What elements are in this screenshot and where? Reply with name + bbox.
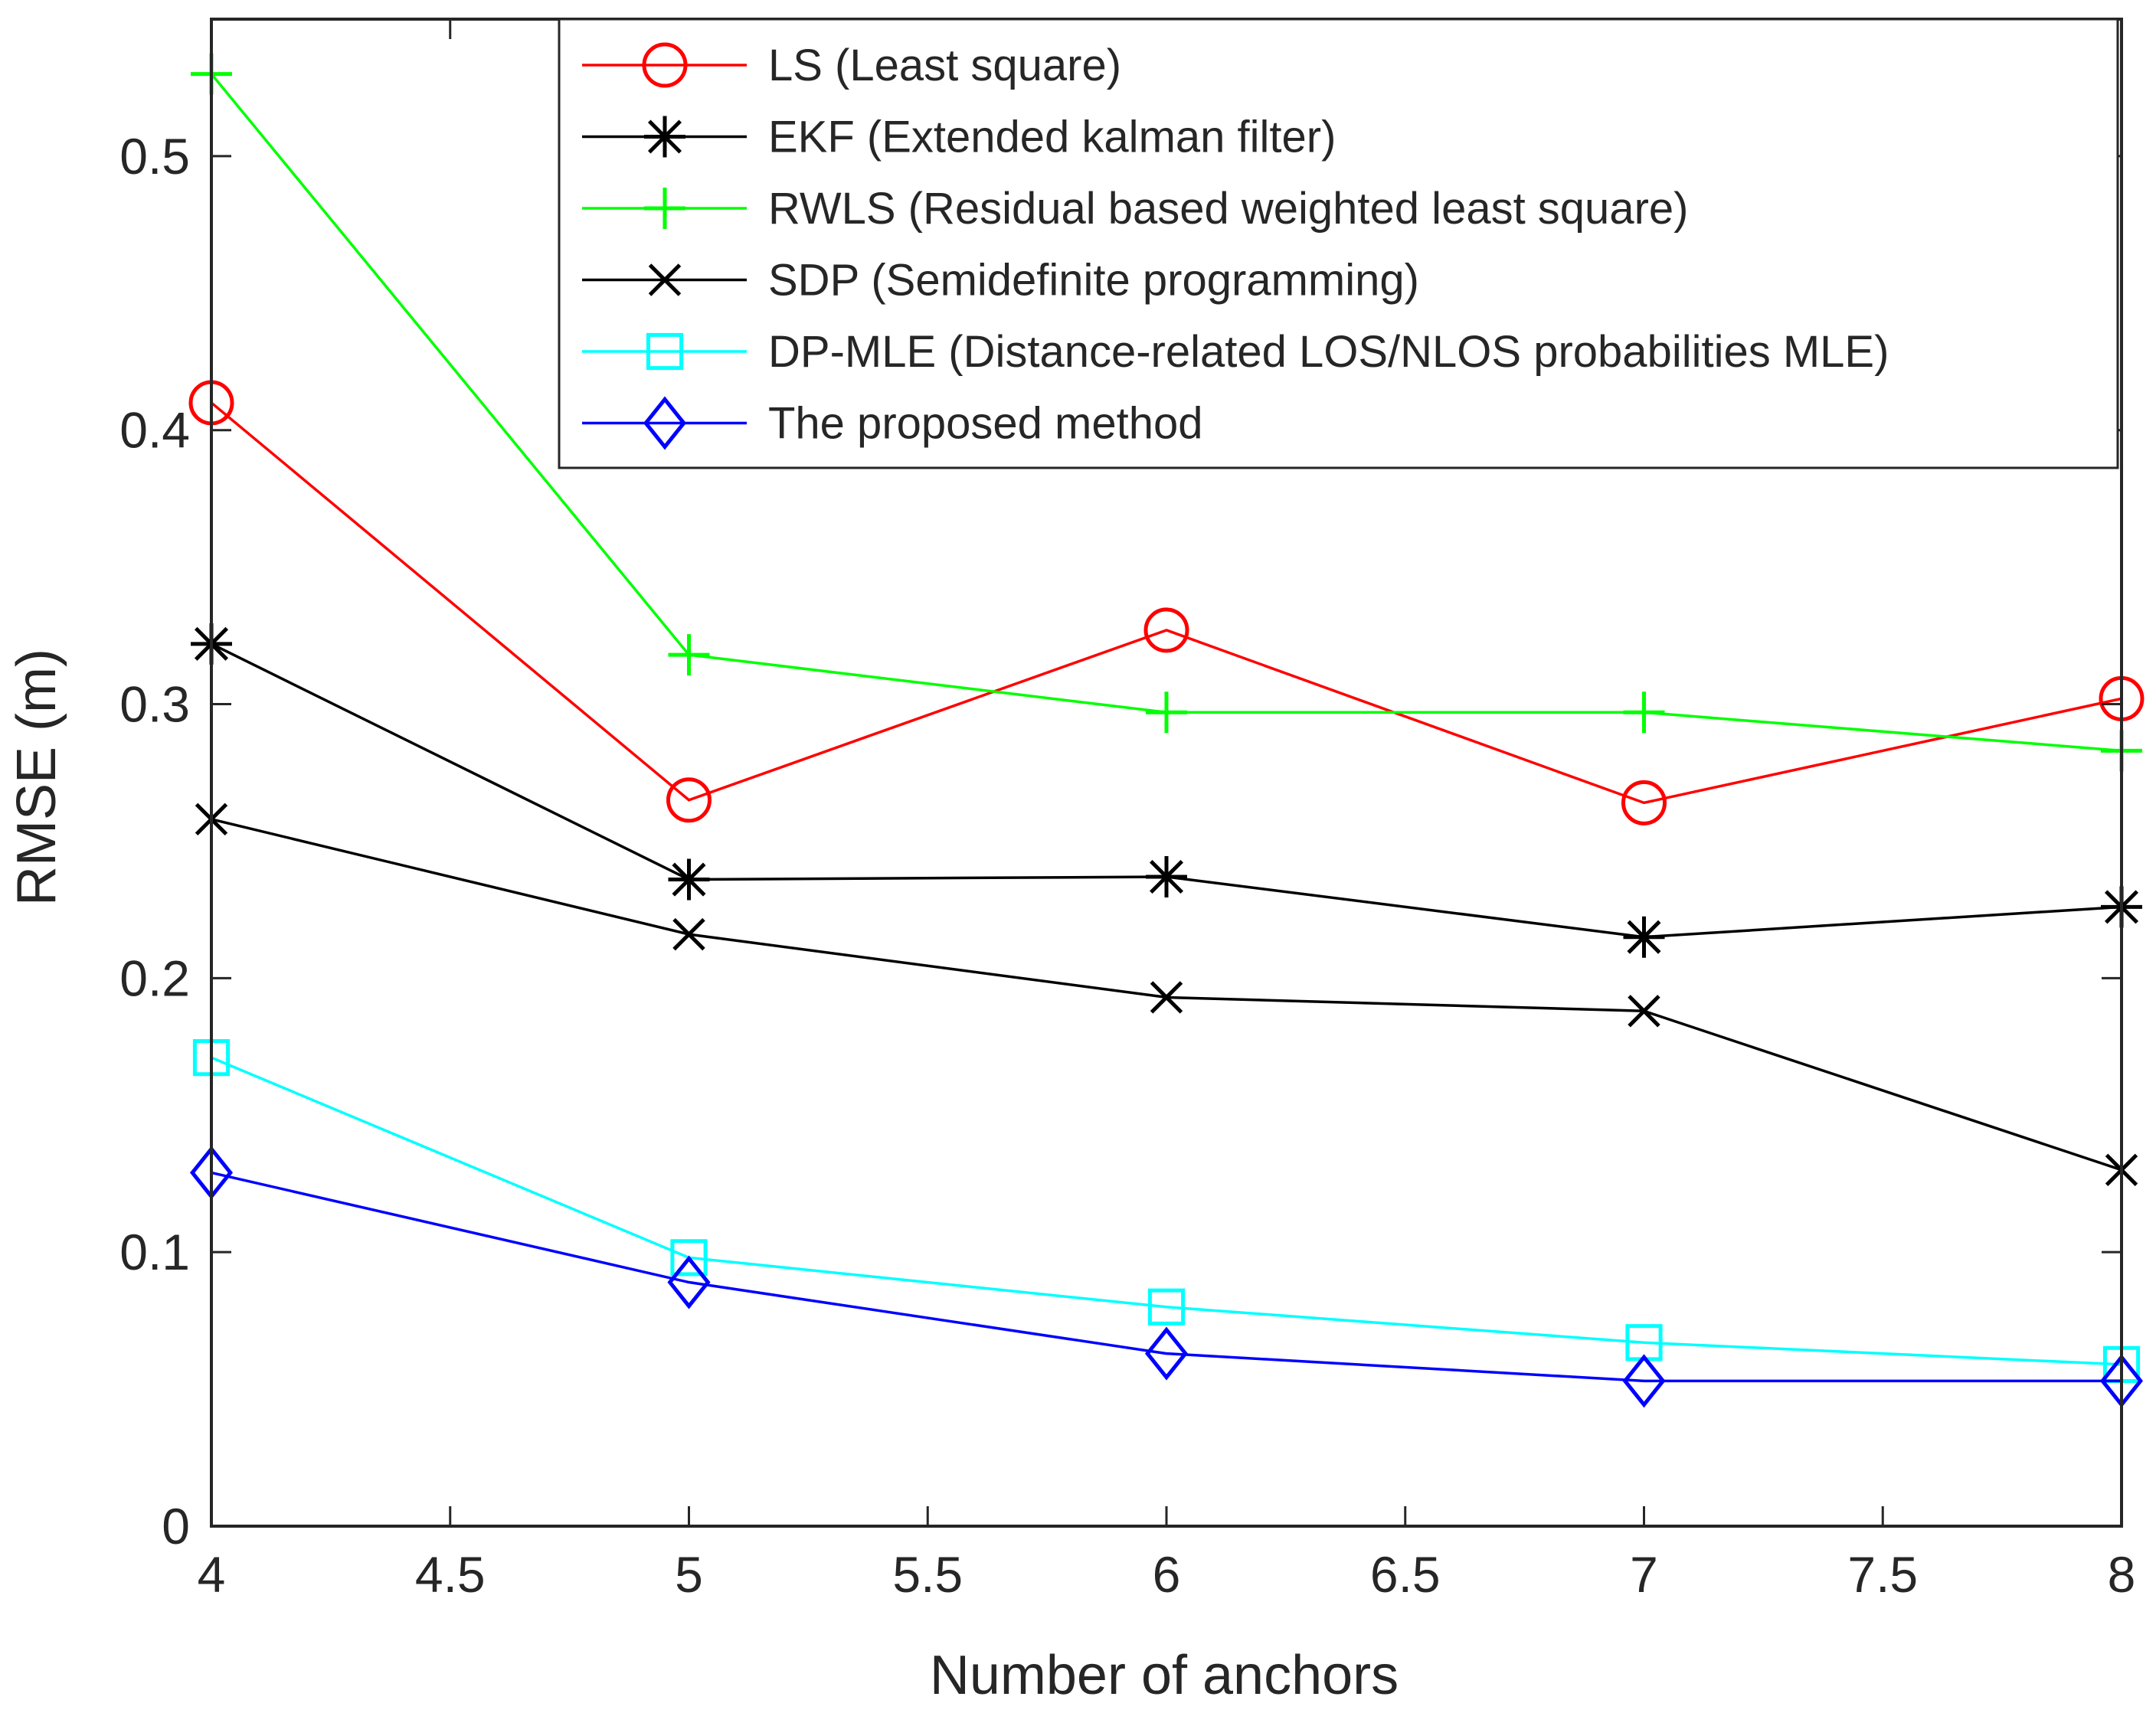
x-axis-label: Number of anchors [930,1645,1399,1706]
data-point-s4-4 [1628,995,1660,1028]
legend-marker-3 [644,188,685,229]
y-tick-label: 0 [162,1498,190,1554]
data-point-s2-4 [1623,916,1665,958]
data-point-s2-2 [668,858,710,901]
data-point-s2-3 [1146,855,1187,897]
x-tick-label: 7.5 [1847,1546,1918,1603]
y-axis-label: RMSE (m) [6,649,67,906]
x-tick-label: 6 [1153,1546,1181,1603]
x-tick-label: 5.5 [892,1546,963,1603]
data-point-s5-2 [670,1239,708,1277]
legend-entry-2: EKF (Extended kalman filter) [768,113,1336,162]
x-tick-label: 6.5 [1370,1546,1441,1603]
legend-marker-4 [648,263,682,296]
y-tick-label: 0.5 [119,128,190,185]
legend-entry-1: LS (Least square) [768,41,1121,90]
data-point-s1-4 [1621,780,1667,825]
data-point-s4-3 [1150,981,1183,1014]
series-line-6 [211,1171,2122,1383]
legend-entry-4: SDP (Semidefinite programming) [768,256,1419,306]
legend-marker-5 [646,332,684,371]
series-line-1 [210,401,2122,805]
legend-marker-2 [644,116,685,158]
legend-entry-3: RWLS (Residual based weighted least squa… [768,184,1688,234]
data-point-s6-3 [1144,1326,1189,1381]
x-tick-label: 4.5 [415,1546,486,1603]
x-tick-label: 7 [1630,1546,1658,1603]
data-point-s1-3 [1143,607,1189,653]
data-point-s3-2 [668,634,710,676]
x-tick-label: 4 [198,1546,226,1603]
data-point-s6-2 [667,1255,711,1309]
data-point-s1-2 [666,777,712,823]
legend: LS (Least square) EKF (Extended kalman fi… [558,18,2119,469]
data-point-s5-3 [1147,1288,1186,1326]
legend-entry-5: DP-MLE (Distance-related LOS/NLOS probab… [768,327,1889,377]
data-point-s3-3 [1146,691,1187,734]
y-tick-label: 0.4 [119,402,190,459]
data-point-s4-2 [672,917,705,951]
y-tick-label: 0.1 [119,1224,190,1280]
y-tick-label: 0.3 [119,676,190,733]
legend-box [558,18,2119,469]
legend-marker-6 [643,396,687,450]
data-point-s6-4 [1622,1354,1666,1408]
data-point-s3-4 [1623,691,1665,734]
x-tick-label: 8 [2108,1546,2136,1603]
legend-marker-1 [642,42,688,88]
x-tick-label: 5 [675,1546,703,1603]
legend-entry-6: The proposed method [768,399,1202,449]
series-line-5 [211,1056,2122,1366]
y-tick-label: 0.2 [119,950,190,1006]
